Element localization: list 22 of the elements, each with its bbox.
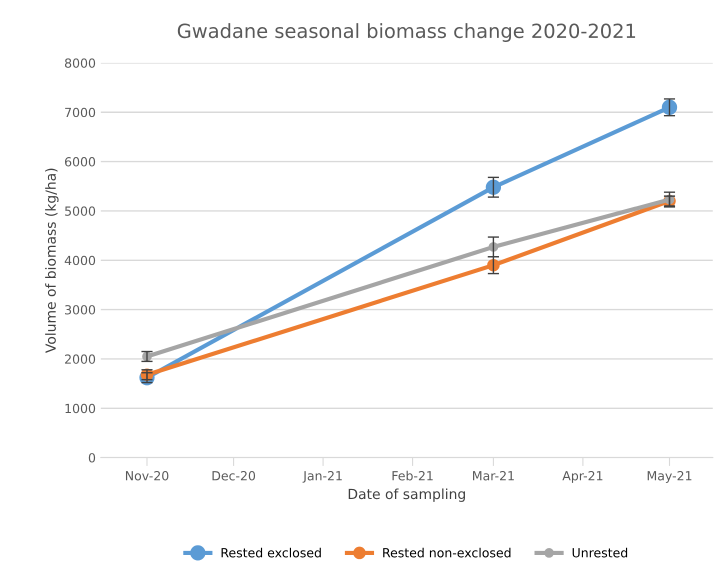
legend-label: Rested non-exclosed (383, 548, 510, 558)
y-tick-label: 2000 (65, 354, 96, 364)
y-tick-label: 0 (88, 453, 96, 463)
y-tick-label: 6000 (65, 157, 96, 167)
x-tick-label: Feb-21 (392, 470, 433, 480)
x-tick-label: Dec-20 (212, 471, 256, 480)
legend-label: Unrested (572, 548, 628, 558)
x-tick-label: Nov-20 (126, 471, 168, 480)
y-tick-label: 7000 (65, 108, 96, 118)
x-tick-label: May-21 (648, 471, 692, 483)
y-tick-label: 8000 (64, 58, 96, 68)
y-tick-label: 5000 (65, 206, 96, 216)
y-axis-title: Volume of biomass (kg/ha) (45, 168, 59, 353)
x-tick-label: Jan-21 (302, 471, 342, 483)
y-tick-label: 1000 (66, 404, 96, 414)
x-axis-title: Date of sampling (348, 488, 465, 502)
legend-label: Rested exclosed (222, 548, 321, 558)
x-tick-label: Apr-21 (562, 471, 602, 483)
chart-title: Gwadane seasonal biomass change 2020-2021 (178, 23, 636, 42)
y-tick-label: 3000 (65, 305, 96, 315)
x-tick-label: Mar-21 (473, 471, 514, 480)
y-tick-label: 4000 (64, 256, 96, 266)
